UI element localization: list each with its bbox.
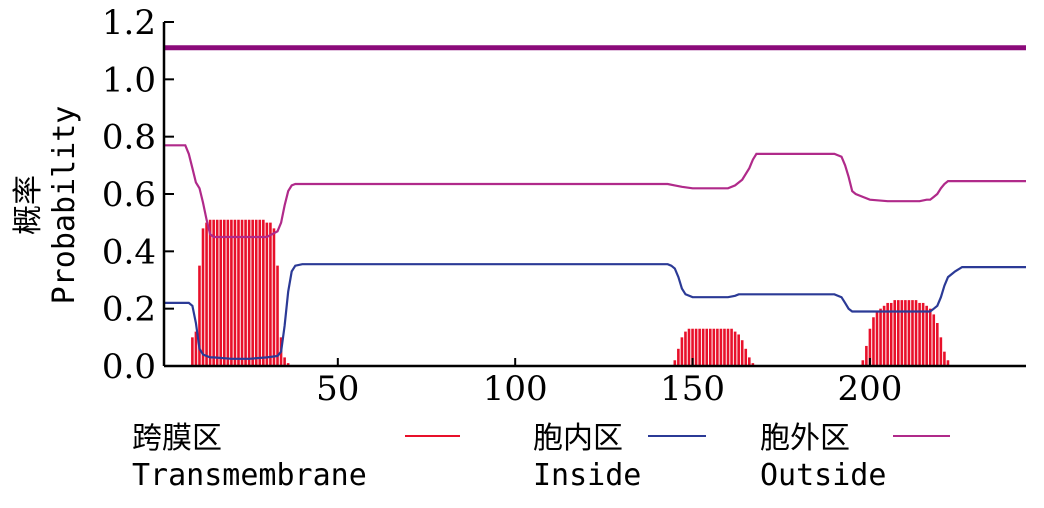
x-ticks: 50 100 150 200 [316, 358, 902, 409]
outside-series-line [164, 144, 1026, 239]
y-tick-label: 0.2 [102, 290, 156, 330]
series-lines [164, 45, 1026, 360]
transmembrane-bars [191, 219, 950, 366]
y-tick-label: 1.0 [102, 60, 156, 100]
axes [162, 22, 1026, 368]
legend: 跨膜区 Transmembrane 胞内区 Inside 胞外区 Outside [132, 421, 950, 493]
y-axis-label-en: Probability [47, 106, 82, 305]
x-tick-label: 150 [660, 369, 725, 409]
x-tick-label: 50 [316, 369, 359, 409]
y-axis-label: 概率 Probability [11, 106, 82, 305]
legend-transmembrane-en: Transmembrane [132, 458, 367, 493]
y-tick-label: 0.0 [102, 347, 156, 387]
x-tick-label: 100 [483, 369, 548, 409]
y-tick-label: 0.4 [102, 232, 156, 272]
legend-inside-cn: 胞内区 [533, 421, 623, 456]
y-axis-label-cn: 概率 [11, 175, 46, 235]
y-tick-label: 1.2 [102, 3, 156, 43]
y-ticks: 0.0 0.2 0.4 0.6 0.8 1.0 1.2 [102, 3, 174, 387]
x-tick-label: 200 [837, 369, 902, 409]
legend-inside-en: Inside [533, 458, 641, 493]
legend-transmembrane-cn: 跨膜区 [132, 421, 222, 456]
y-tick-label: 0.8 [102, 118, 156, 158]
legend-outside-cn: 胞外区 [760, 421, 850, 456]
legend-outside-en: Outside [760, 458, 886, 493]
inside-series-line [164, 263, 1026, 360]
y-tick-label: 0.6 [102, 175, 156, 215]
